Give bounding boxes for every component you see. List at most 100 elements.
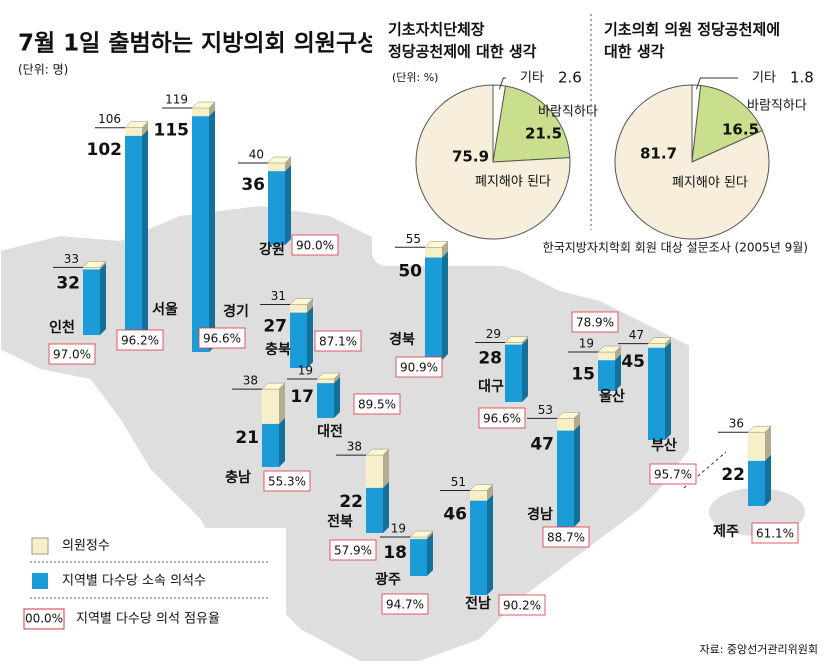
bar [425,257,442,360]
bar [557,430,574,527]
bar-side [665,341,671,440]
pie-category: 바람직하다 [538,105,598,120]
region-name: 대전 [317,423,343,440]
region-name: 경북 [389,331,415,348]
region-name: 울산 [599,388,625,405]
region-name: 강원 [259,241,285,258]
region-name: 전북 [327,513,353,530]
share-box [116,329,164,351]
bar-top [469,484,494,491]
share-box [542,526,590,548]
pie-title: 정당공천제에 대한 생각 [388,43,537,61]
bar [290,312,307,368]
region-name: 충북 [265,342,291,358]
majority-label: 18 [383,543,407,563]
share-label: 88.7% [547,531,585,545]
bar [192,116,209,352]
bar-side [522,338,528,402]
total-label: 36 [729,417,744,431]
total-label: 29 [486,327,501,341]
legend-label: 지역별 다수당 소속 의석수 [62,574,206,589]
share-label: 87.1% [319,335,357,349]
bar-top [82,261,107,268]
bar [748,460,765,506]
bar-top [647,337,672,344]
total-label: 53 [538,403,553,417]
share-box [329,539,377,561]
total-label: 33 [64,252,79,266]
bar-side [307,306,313,368]
bar-top [504,336,529,343]
share-label: 90.2% [503,599,541,613]
pie-unit: (단위: %) [392,71,438,84]
bar [648,347,665,440]
bar [505,344,522,402]
legend-swatch [23,608,65,630]
share-box [498,594,546,616]
majority-label: 46 [443,505,467,525]
region-name: 인천 [49,319,75,336]
share-box [381,593,429,615]
total-label: 19 [298,364,313,378]
bar-side [574,424,580,527]
total-label: 55 [406,232,421,246]
pie-category: 폐지해야 된다 [475,175,551,190]
pie-slice [614,84,770,240]
region-name: 경남 [527,506,553,523]
pie-category: 기타 [752,71,776,86]
share-box [395,356,443,378]
bar [125,135,142,345]
bar-side [142,129,148,345]
share-label: 96.6% [203,332,241,346]
legend-swatch [32,573,48,589]
bar-side [279,417,285,467]
majority-label: 27 [263,317,287,337]
share-box [314,330,362,352]
bar-side [285,165,291,245]
bar-top [289,298,314,305]
bar-side [615,354,621,391]
share-label: 57.9% [334,544,372,558]
bar-top [261,382,286,390]
majority-label: 115 [154,120,190,140]
region-name: 경기 [223,303,249,320]
bar-side [442,251,448,360]
share-label: 61.1% [756,527,794,541]
pie-value: 2.6 [558,69,582,87]
total-label: 38 [243,374,258,388]
map-mainland [0,203,691,663]
bar-side [487,494,493,595]
bar-side [765,454,771,506]
legend-label: 지역별 다수당 의석 점유율 [76,612,220,627]
majority-label: 102 [87,140,123,160]
majority-label: 50 [398,262,422,282]
share-label: 90.0% [296,239,334,253]
share-box [198,327,246,349]
region-name: 부산 [651,437,677,454]
pie-title: 기초자치단체장 [388,21,485,39]
bar [268,171,285,245]
region-name: 제주 [713,524,739,540]
bar-top [191,101,216,109]
bar-side [383,481,389,533]
region-name: 전남 [465,595,491,612]
total-label: 51 [451,475,466,489]
total-label: 19 [391,522,406,536]
bar-side [209,110,215,352]
source: 자료: 중앙선거관리위원회 [699,643,818,656]
majority-label: 28 [478,349,502,369]
share-label: 90.9% [400,361,438,375]
pie-slice [691,84,763,163]
majority-label: 36 [241,175,265,195]
share-label: 94.7% [386,598,424,612]
legend-sample: 00.0% [25,612,63,626]
share-label: 95.7% [654,468,692,482]
bar [470,500,487,595]
bar-top [409,530,434,538]
bar-side [427,533,433,576]
majority-label: 45 [621,352,645,372]
share-box [291,234,339,256]
bar [262,423,279,467]
majority-label: 22 [339,492,363,512]
